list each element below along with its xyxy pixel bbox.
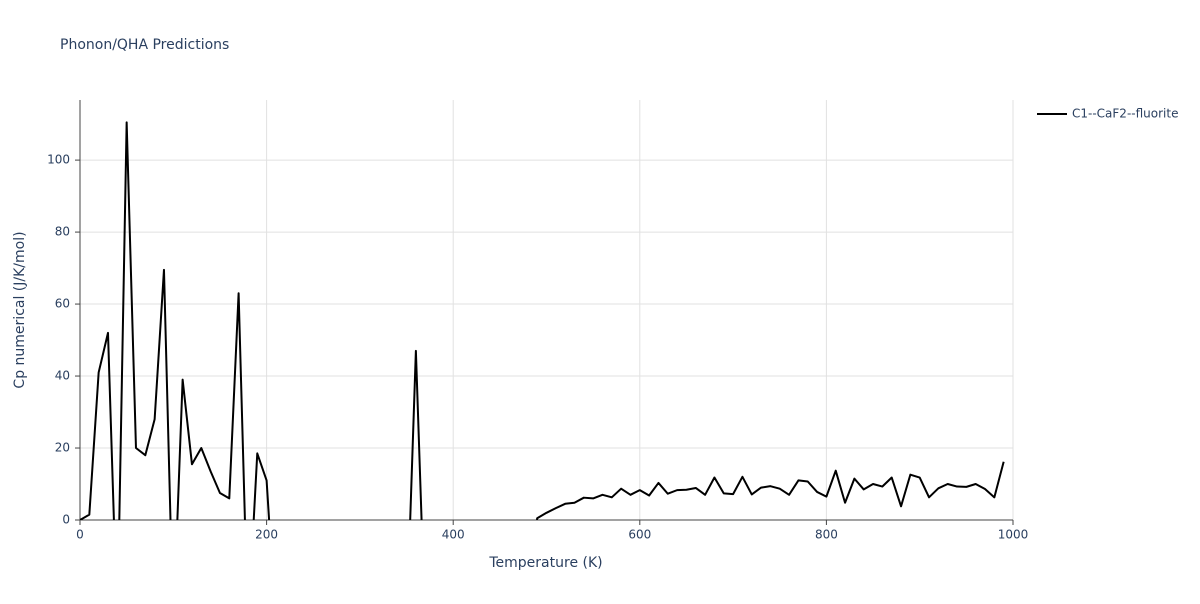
y-tick-label: 100 (47, 153, 70, 167)
y-axis-label: Cp numerical (J/K/mol) (12, 231, 28, 388)
x-tick-label: 800 (815, 528, 838, 542)
legend-label[interactable]: C1--CaF2--fluorite (1072, 107, 1178, 121)
plot-area (80, 121, 1005, 520)
grid (80, 100, 1014, 520)
x-tick-label: 1000 (998, 528, 1029, 542)
y-tick-label: 80 (55, 225, 70, 239)
y-tick-label: 0 (62, 513, 70, 527)
data-line (80, 121, 1005, 520)
x-axis-label: Temperature (K) (488, 555, 602, 571)
x-tick-label: 200 (255, 528, 278, 542)
x-tick-label: 400 (442, 528, 465, 542)
chart-title: Phonon/QHA Predictions (60, 37, 229, 53)
y-tick-label: 20 (55, 441, 70, 455)
x-tick-label: 600 (628, 528, 651, 542)
y-tick-label: 60 (55, 297, 70, 311)
legend: C1--CaF2--fluorite (1037, 107, 1178, 121)
x-tick-label: 0 (76, 528, 84, 542)
y-tick-label: 40 (55, 369, 70, 383)
